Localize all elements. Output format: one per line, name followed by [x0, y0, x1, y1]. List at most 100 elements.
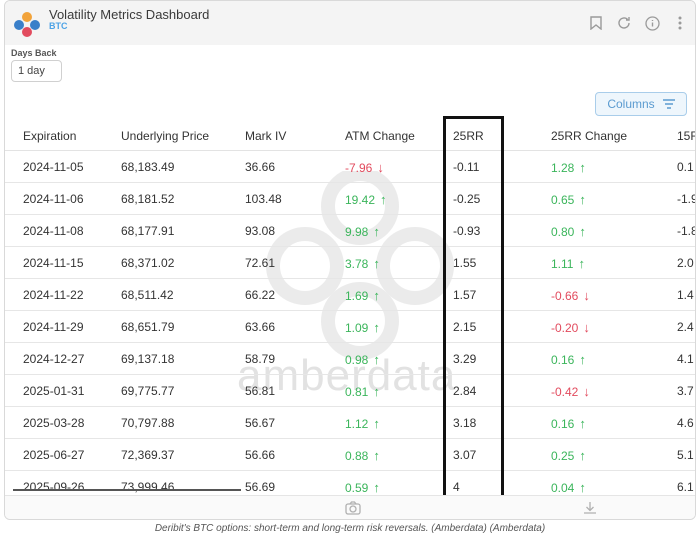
cell-25rr-change: -0.20 ↓ — [551, 320, 590, 335]
cell-underlying-price-value: 68,371.02 — [121, 256, 175, 270]
cell-25rr-change-value: 0.65 — [551, 193, 575, 207]
cell-mark-iv: 63.66 — [245, 320, 275, 334]
table-row[interactable]: 2024-11-08 68,177.91 93.08 9.98 ↑ -0.93 0.80 ↑ -… — [5, 215, 695, 247]
cell-underlying-price: 68,181.52 — [121, 192, 174, 206]
table-row[interactable]: 2024-11-05 68,183.49 36.66 -7.96 ↓ -0.11 1.28 ↑… — [5, 151, 695, 183]
cell-25rr-change: -0.66 ↓ — [551, 288, 590, 303]
cell-25rr: -0.93 — [453, 224, 480, 238]
cell-atm-change: 1.69 ↑ — [345, 288, 380, 303]
cell-underlying-price-value: 68,651.79 — [121, 320, 175, 334]
cell-mark-iv-value: 66.22 — [245, 288, 276, 302]
more-icon[interactable] — [671, 14, 689, 32]
cell-25rr-value: -0.25 — [453, 192, 481, 206]
cell-atm-change: 0.98 ↑ — [345, 352, 380, 367]
header-expiration[interactable]: Expiration — [23, 129, 77, 143]
table-row[interactable]: 2024-11-29 68,651.79 63.66 1.09 ↑ 2.15 -0.20 ↓ 2… — [5, 311, 695, 343]
dashboard-title: Volatility Metrics Dashboard — [49, 7, 210, 22]
arrow-down-icon: ↓ — [377, 160, 384, 175]
columns-button-label: Columns — [607, 97, 655, 111]
cell-underlying-price: 68,177.91 — [121, 224, 174, 238]
table-row[interactable]: 2025-01-31 69,775.77 56.81 0.81 ↑ 2.84 -0.42 ↓ 3… — [5, 375, 695, 407]
cell-atm-change: 0.88 ↑ — [345, 448, 380, 463]
header-25rr-change[interactable]: 25RR Change — [551, 129, 628, 143]
cell-15f: 2.4 — [677, 320, 694, 334]
info-icon[interactable] — [643, 14, 661, 32]
cell-25rr-value: 3.29 — [453, 352, 477, 366]
cell-15f-value: 3.7 — [677, 384, 694, 398]
arrow-up-icon: ↑ — [373, 416, 380, 431]
arrow-up-icon: ↑ — [579, 160, 586, 175]
cell-underlying-price: 69,775.77 — [121, 384, 174, 398]
header-atm-change[interactable]: ATM Change — [345, 129, 415, 143]
cell-underlying-price-value: 68,177.91 — [121, 224, 175, 238]
header-25rr[interactable]: 25RR — [453, 129, 484, 143]
table-row[interactable]: 2024-11-22 68,511.42 66.22 1.69 ↑ 1.57 -0.66 ↓ 1… — [5, 279, 695, 311]
cell-15f-value: -1.9 — [677, 192, 696, 206]
cell-atm-change-value: 1.12 — [345, 417, 369, 431]
cell-atm-change-value: 9.98 — [345, 225, 369, 239]
table-row[interactable]: 2024-12-27 69,137.18 58.79 0.98 ↑ 3.29 0.16 ↑ 4.… — [5, 343, 695, 375]
columns-button[interactable]: Columns — [595, 92, 687, 116]
arrow-up-icon: ↑ — [373, 320, 380, 335]
cell-underlying-price-value: 73,999.46 — [121, 480, 175, 494]
cell-underlying-price: 70,797.88 — [121, 416, 174, 430]
cell-mark-iv-value: 58.79 — [245, 352, 276, 366]
cell-15f: -1.8 — [677, 224, 695, 238]
cell-25rr-value: -0.93 — [453, 224, 481, 238]
cell-15f-value: 0.1 — [677, 160, 694, 174]
cell-25rr-change: -0.42 ↓ — [551, 384, 590, 399]
cell-underlying-price: 72,369.37 — [121, 448, 174, 462]
days-back-select[interactable]: 1 day — [11, 60, 62, 82]
cell-atm-change: 9.98 ↑ — [345, 224, 380, 239]
cell-underlying-price: 68,651.79 — [121, 320, 174, 334]
arrow-up-icon: ↑ — [578, 256, 585, 271]
arrow-up-icon: ↑ — [373, 352, 380, 367]
cell-underlying-price: 69,137.18 — [121, 352, 174, 366]
cell-15f-value: 5.1 — [677, 448, 694, 462]
arrow-up-icon: ↑ — [380, 192, 387, 207]
header-underlying-price[interactable]: Underlying Price — [121, 129, 210, 143]
cell-atm-change: 1.12 ↑ — [345, 416, 380, 431]
cell-mark-iv-value: 103.48 — [245, 192, 282, 206]
cell-25rr-change-value: 1.28 — [551, 161, 575, 175]
cell-expiration-value: 2024-11-08 — [23, 224, 84, 238]
cell-underlying-price-value: 72,369.37 — [121, 448, 175, 462]
arrow-up-icon: ↑ — [579, 224, 586, 239]
cell-25rr-change-value: -0.66 — [551, 289, 579, 303]
table-row[interactable]: 2024-11-06 68,181.52 103.48 19.42 ↑ -0.25 0.65… — [5, 183, 695, 215]
cell-atm-change: 0.59 ↑ — [345, 480, 380, 495]
cell-25rr-value: 3.18 — [453, 416, 477, 430]
bookmark-icon[interactable] — [587, 14, 605, 32]
header-15f[interactable]: 15F — [677, 129, 696, 143]
cell-15f: 1.4 — [677, 288, 694, 302]
cell-25rr-value: 1.55 — [453, 256, 477, 270]
cell-mark-iv-value: 36.66 — [245, 160, 276, 174]
footer-toolbar — [5, 495, 695, 519]
header: Volatility Metrics Dashboard BTC — [5, 1, 695, 45]
cell-15f-value: 4.6 — [677, 416, 694, 430]
cell-expiration-value: 2024-11-29 — [23, 320, 84, 334]
arrow-up-icon: ↑ — [579, 416, 586, 431]
cell-mark-iv: 56.81 — [245, 384, 275, 398]
refresh-icon[interactable] — [615, 14, 633, 32]
cell-25rr-change-value: 0.80 — [551, 225, 575, 239]
cell-25rr-change-value: 0.04 — [551, 481, 575, 495]
cell-underlying-price: 68,371.02 — [121, 256, 174, 270]
cell-25rr-change-value: -0.20 — [551, 321, 579, 335]
table-row[interactable]: 2025-03-28 70,797.88 56.67 1.12 ↑ 3.18 0.16 ↑ 4.… — [5, 407, 695, 439]
cell-15f: 2.0 — [677, 256, 694, 270]
header-mark-iv[interactable]: Mark IV — [245, 129, 287, 143]
camera-icon[interactable] — [345, 501, 361, 519]
download-icon[interactable] — [583, 501, 597, 519]
cell-expiration-value: 2024-11-22 — [23, 288, 84, 302]
table-row[interactable]: 2025-06-27 72,369.37 56.66 0.88 ↑ 3.07 0.25 ↑ 5.… — [5, 439, 695, 471]
cell-atm-change-value: 0.81 — [345, 385, 369, 399]
table-row[interactable]: 2024-11-15 68,371.02 72.61 3.78 ↑ 1.55 1.11 ↑ 2.… — [5, 247, 695, 279]
cell-25rr-change: 0.65 ↑ — [551, 192, 586, 207]
cell-expiration-value: 2025-09-26 — [23, 480, 85, 494]
scroll-indicator[interactable] — [13, 489, 241, 491]
arrow-up-icon: ↑ — [373, 480, 380, 495]
arrow-up-icon: ↑ — [579, 480, 586, 495]
cell-15f: 5.1 — [677, 448, 694, 462]
image-caption: Deribit's BTC options: short-term and lo… — [154, 523, 546, 534]
